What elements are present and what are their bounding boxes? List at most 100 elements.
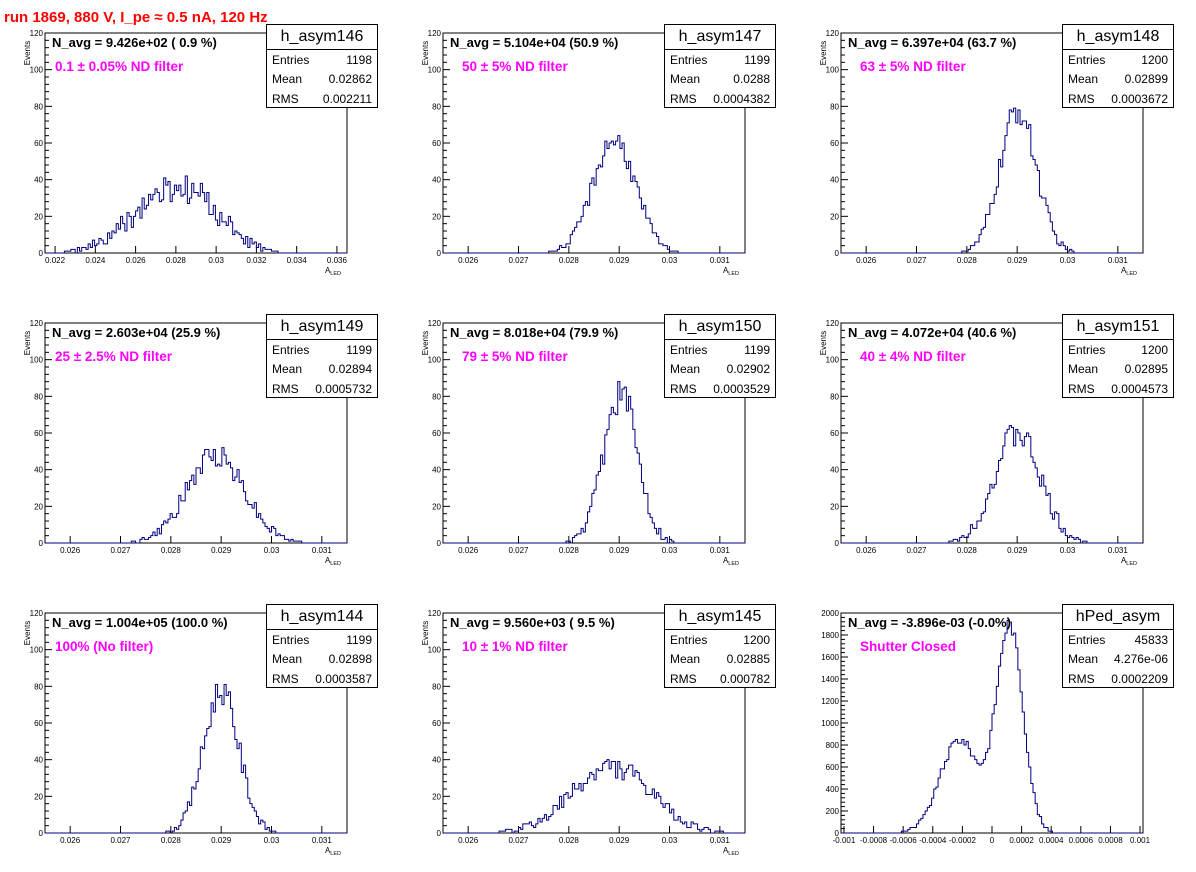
stats-mean-label: Mean bbox=[670, 652, 701, 667]
x-tick-label: 0.027 bbox=[508, 546, 529, 555]
stats-rms-value: 0.0005732 bbox=[315, 381, 372, 396]
y-tick-label: 0 bbox=[437, 829, 442, 838]
histogram-plot: 0 200 400 600 800 1000 1200 1400 1600 1800 2000 -0.… bbox=[821, 609, 1151, 845]
stats-rms-value: 0.000782 bbox=[719, 671, 770, 686]
stats-row-mean: Mean 0.02894 bbox=[267, 360, 377, 380]
y-tick-label: 60 bbox=[432, 719, 441, 728]
y-tick-label: 60 bbox=[34, 429, 43, 438]
y-tick-label: 20 bbox=[34, 212, 43, 221]
y-tick-label: 120 bbox=[826, 319, 840, 328]
stats-rms-value: 0.0002209 bbox=[1111, 671, 1168, 686]
y-tick-label: 100 bbox=[428, 646, 442, 655]
x-tick-label: 0.029 bbox=[609, 836, 630, 845]
stats-row-mean: Mean 0.0288 bbox=[665, 70, 775, 90]
stats-entries-value: 1199 bbox=[346, 632, 372, 647]
stats-entries-label: Entries bbox=[670, 342, 708, 357]
y-tick-label: 0 bbox=[437, 249, 442, 258]
stats-mean-value: 0.02895 bbox=[1124, 362, 1168, 377]
y-tick-label: 100 bbox=[428, 66, 442, 75]
stats-box: h_asym146 Entries 1198 Mean 0.02862 RMS 0.0022… bbox=[266, 24, 378, 108]
histogram-pad-h_asym146: 0 20 40 60 80 100 120 0.022 0.024 0.026 0.028 0.03 0… bbox=[0, 0, 398, 290]
x-tick-label: 0.027 bbox=[508, 256, 529, 265]
x-tick-label: 0.028 bbox=[559, 836, 580, 845]
filter-label: 79 ± 5% ND filter bbox=[462, 349, 568, 364]
stats-rms-label: RMS bbox=[272, 671, 299, 686]
x-tick-label: 0.029 bbox=[1007, 256, 1028, 265]
x-tick-label: -0.0002 bbox=[949, 836, 977, 845]
x-tick-label: 0.028 bbox=[957, 546, 978, 555]
x-tick-label: 0.027 bbox=[508, 836, 529, 845]
stats-entries-value: 1199 bbox=[744, 342, 770, 357]
stats-row-mean: Mean 0.02902 bbox=[665, 360, 775, 380]
histogram-series bbox=[841, 619, 1143, 834]
stats-row-entries: Entries 1200 bbox=[665, 630, 775, 650]
stats-rms-value: 0.0004382 bbox=[713, 91, 770, 106]
x-tick-label: 0.0004 bbox=[1039, 836, 1064, 845]
stats-row-entries: Entries 1200 bbox=[1063, 50, 1173, 70]
y-tick-label: 120 bbox=[30, 319, 44, 328]
x-tick-label: 0.029 bbox=[211, 836, 232, 845]
x-tick-label: 0.03 bbox=[662, 546, 678, 555]
y-tick-label: 120 bbox=[30, 29, 44, 38]
y-tick-label: 60 bbox=[432, 429, 441, 438]
n-avg-label: N_avg = -3.896e-03 (-0.0%) bbox=[848, 615, 1011, 630]
histogram-name: h_asym150 bbox=[665, 315, 775, 340]
stats-rms-value: 0.0003672 bbox=[1111, 91, 1168, 106]
histogram-series bbox=[443, 381, 745, 544]
y-tick-label: 40 bbox=[432, 756, 441, 765]
y-tick-label: 80 bbox=[830, 392, 839, 401]
stats-row-rms: RMS 0.0003672 bbox=[1063, 89, 1173, 109]
x-axis-title: ALED bbox=[325, 556, 341, 567]
stats-rms-value: 0.0003587 bbox=[315, 671, 372, 686]
y-tick-label: 200 bbox=[826, 807, 840, 816]
filter-label: 25 ± 2.5% ND filter bbox=[55, 349, 172, 364]
stats-box: h_asym145 Entries 1200 Mean 0.02885 RMS 0.0007… bbox=[664, 604, 776, 688]
y-axis-title: Events bbox=[23, 621, 32, 645]
stats-row-entries: Entries 1199 bbox=[267, 630, 377, 650]
x-tick-label: 0.001 bbox=[1130, 836, 1151, 845]
stats-rms-label: RMS bbox=[1068, 91, 1095, 106]
filter-label: 0.1 ± 0.05% ND filter bbox=[55, 59, 184, 74]
y-tick-label: 40 bbox=[432, 176, 441, 185]
n-avg-label: N_avg = 6.397e+04 (63.7 %) bbox=[848, 35, 1017, 50]
y-tick-label: 40 bbox=[34, 756, 43, 765]
x-tick-label: 0.028 bbox=[161, 836, 182, 845]
x-tick-label: -0.0006 bbox=[890, 836, 918, 845]
stats-row-mean: Mean 0.02898 bbox=[267, 650, 377, 670]
y-tick-label: 100 bbox=[30, 66, 44, 75]
stats-rms-value: 0.0003529 bbox=[713, 381, 770, 396]
histogram-series bbox=[841, 425, 1143, 544]
y-tick-label: 120 bbox=[826, 29, 840, 38]
y-tick-label: 1200 bbox=[821, 697, 839, 706]
stats-mean-label: Mean bbox=[670, 362, 701, 377]
stats-entries-label: Entries bbox=[1068, 342, 1106, 357]
filter-label: 100% (No filter) bbox=[55, 639, 154, 654]
y-tick-label: 0 bbox=[835, 829, 840, 838]
x-tick-label: 0.036 bbox=[327, 256, 348, 265]
stats-row-entries: Entries 1199 bbox=[665, 340, 775, 360]
x-axis-title: ALED bbox=[1121, 556, 1137, 567]
stats-box: h_asym144 Entries 1199 Mean 0.02898 RMS 0.0003… bbox=[266, 604, 378, 688]
y-tick-label: 40 bbox=[830, 176, 839, 185]
x-tick-label: 0.03 bbox=[662, 256, 678, 265]
y-axis-title: Events bbox=[421, 621, 430, 645]
stats-mean-value: 0.02885 bbox=[726, 652, 770, 667]
stats-row-entries: Entries 1200 bbox=[1063, 340, 1173, 360]
x-axis-title: ALED bbox=[325, 846, 341, 857]
stats-entries-value: 1200 bbox=[1141, 52, 1168, 67]
stats-row-entries: Entries 1199 bbox=[665, 50, 775, 70]
y-axis-title: Events bbox=[23, 41, 32, 65]
stats-row-rms: RMS 0.0003529 bbox=[665, 379, 775, 399]
stats-rms-label: RMS bbox=[272, 91, 299, 106]
y-tick-label: 80 bbox=[34, 392, 43, 401]
x-axis-title: ALED bbox=[1121, 266, 1137, 277]
histogram-series bbox=[45, 447, 347, 544]
x-tick-label: 0.027 bbox=[110, 836, 131, 845]
histogram-plot: 0 20 40 60 80 100 120 0.026 0.027 0.028 0.029 0.03 0… bbox=[421, 319, 746, 567]
filter-label: 50 ± 5% ND filter bbox=[462, 59, 568, 74]
y-axis-title: Events bbox=[23, 331, 32, 355]
filter-label: Shutter Closed bbox=[860, 639, 957, 654]
stats-row-rms: RMS 0.0004573 bbox=[1063, 379, 1173, 399]
y-tick-label: 20 bbox=[432, 502, 441, 511]
